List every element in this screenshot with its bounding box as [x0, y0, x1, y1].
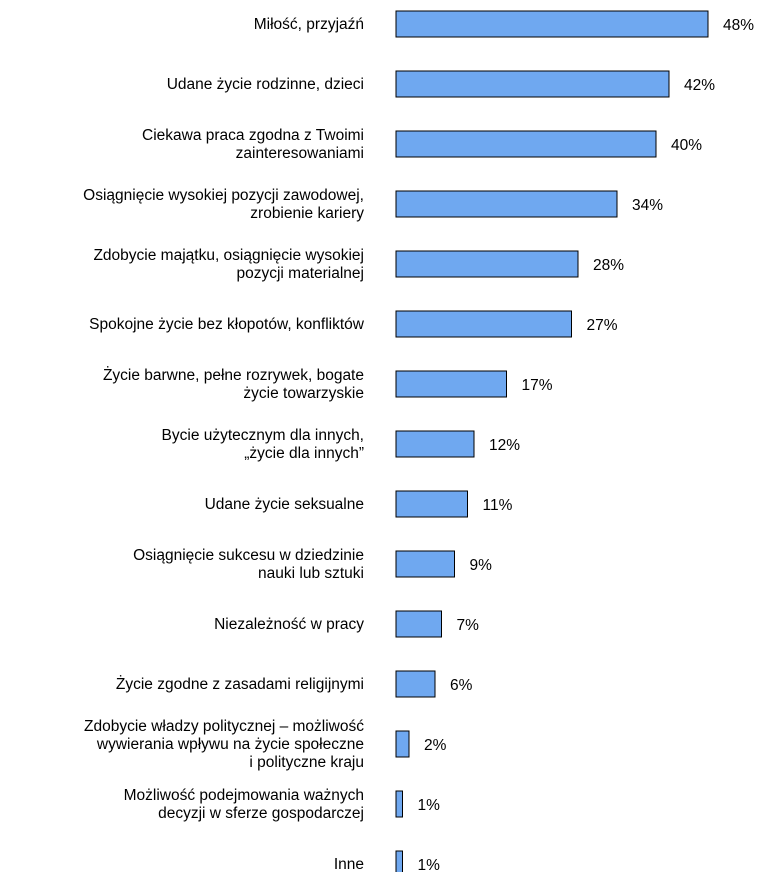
bar-15: [395, 850, 403, 872]
value-label-12: 6%: [450, 677, 473, 694]
value-label-15: 1%: [418, 857, 441, 872]
value-label-13: 2%: [424, 737, 447, 754]
category-label-11: Niezależność w pracy: [214, 616, 364, 633]
bar-14: [395, 790, 403, 818]
category-label-line: Zdobycie władzy politycznej – możliwość: [84, 718, 364, 735]
category-label-line: Osiągnięcie wysokiej pozycji zawodowej,: [83, 187, 364, 204]
category-label-8: Bycie użytecznym dla innych, „życie dla i…: [162, 427, 364, 462]
category-label-13: Zdobycie władzy politycznej – możliwość w…: [84, 718, 364, 771]
category-label-line: Ciekawa praca zgodna z Twoimi: [142, 127, 364, 144]
bar-9: [395, 490, 468, 518]
category-label-2: Udane życie rodzinne, dzieci: [167, 76, 364, 93]
category-label-line: Możliwość podejmowania ważnych: [124, 787, 364, 804]
bar-12: [395, 670, 436, 698]
category-label-line: zrobienie kariery: [250, 205, 364, 222]
value-label-6: 27%: [587, 317, 618, 334]
category-label-1: Miłość, przyjaźń: [254, 16, 364, 33]
category-label-line: Życie zgodne z zasadami religijnymi: [116, 675, 364, 693]
category-label-5: Zdobycie majątku, osiągnięcie wysokiej po…: [93, 247, 364, 282]
value-label-11: 7%: [457, 617, 480, 634]
value-label-9: 11%: [483, 497, 513, 514]
value-label-3: 40%: [671, 137, 702, 154]
bar-8: [395, 430, 475, 458]
category-label-7: Życie barwne, pełne rozrywek, bogate życi…: [103, 366, 364, 402]
value-label-8: 12%: [489, 437, 520, 454]
category-label-line: Życie barwne, pełne rozrywek, bogate: [103, 366, 364, 384]
category-label-line: Miłość, przyjaźń: [254, 16, 364, 33]
category-label-line: zainteresowaniami: [236, 145, 364, 162]
bar-4: [395, 190, 618, 218]
value-label-7: 17%: [522, 377, 553, 394]
category-label-9: Udane życie seksualne: [205, 496, 364, 513]
bar-5: [395, 250, 579, 278]
category-label-line: Inne: [334, 856, 364, 872]
bar-2: [395, 70, 670, 98]
category-label-line: Zdobycie majątku, osiągnięcie wysokiej: [93, 247, 364, 264]
category-label-14: Możliwość podejmowania ważnych decyzji w …: [124, 787, 364, 822]
category-label-4: Osiągnięcie wysokiej pozycji zawodowej, z…: [83, 187, 364, 222]
category-label-6: Spokojne życie bez kłopotów, konfliktów: [89, 316, 365, 333]
category-label-3: Ciekawa praca zgodna z Twoimi zainteresow…: [142, 127, 364, 162]
value-label-10: 9%: [470, 557, 493, 574]
category-labels: Miłość, przyjaźń Udane życie rodzinne, dz…: [83, 16, 365, 872]
category-label-line: Bycie użytecznym dla innych,: [162, 427, 364, 444]
category-label-line: Osiągnięcie sukcesu w dziedzinie: [133, 547, 364, 564]
value-label-2: 42%: [684, 77, 715, 94]
category-label-line: życie towarzyskie: [243, 385, 364, 402]
value-label-1: 48%: [723, 17, 754, 34]
bar-6: [395, 310, 572, 338]
bar-7: [395, 370, 507, 398]
category-label-10: Osiągnięcie sukcesu w dziedzinie nauki lu…: [133, 547, 364, 582]
category-label-line: Spokojne życie bez kłopotów, konfliktów: [89, 316, 365, 333]
value-label-14: 1%: [418, 797, 441, 814]
category-label-line: pozycji materialnej: [237, 265, 365, 282]
bar-1: [395, 10, 709, 38]
value-label-4: 34%: [632, 197, 663, 214]
category-label-line: Udane życie seksualne: [205, 496, 364, 513]
category-label-line: wywierania wpływu na życie społeczne: [96, 736, 364, 753]
bar-10: [395, 550, 455, 578]
category-label-15: Inne: [334, 856, 364, 872]
bar-3: [395, 130, 657, 158]
bar-13: [395, 730, 410, 758]
category-label-line: „życie dla innych”: [244, 445, 364, 462]
category-label-12: Życie zgodne z zasadami religijnymi: [116, 675, 364, 693]
category-label-line: Niezależność w pracy: [214, 616, 364, 633]
value-label-5: 28%: [593, 257, 624, 274]
category-label-line: nauki lub sztuki: [258, 565, 364, 582]
bar-11: [395, 610, 442, 638]
bars: [395, 10, 709, 872]
category-label-line: i polityczne kraju: [249, 754, 364, 771]
category-label-line: Udane życie rodzinne, dzieci: [167, 76, 364, 93]
category-label-line: decyzji w sferze gospodarczej: [158, 805, 364, 822]
value-labels: 48% 42% 40% 34% 28% 27% 17% 12% 11% 9% 7% 6% 2% 1% 1%: [418, 17, 755, 872]
